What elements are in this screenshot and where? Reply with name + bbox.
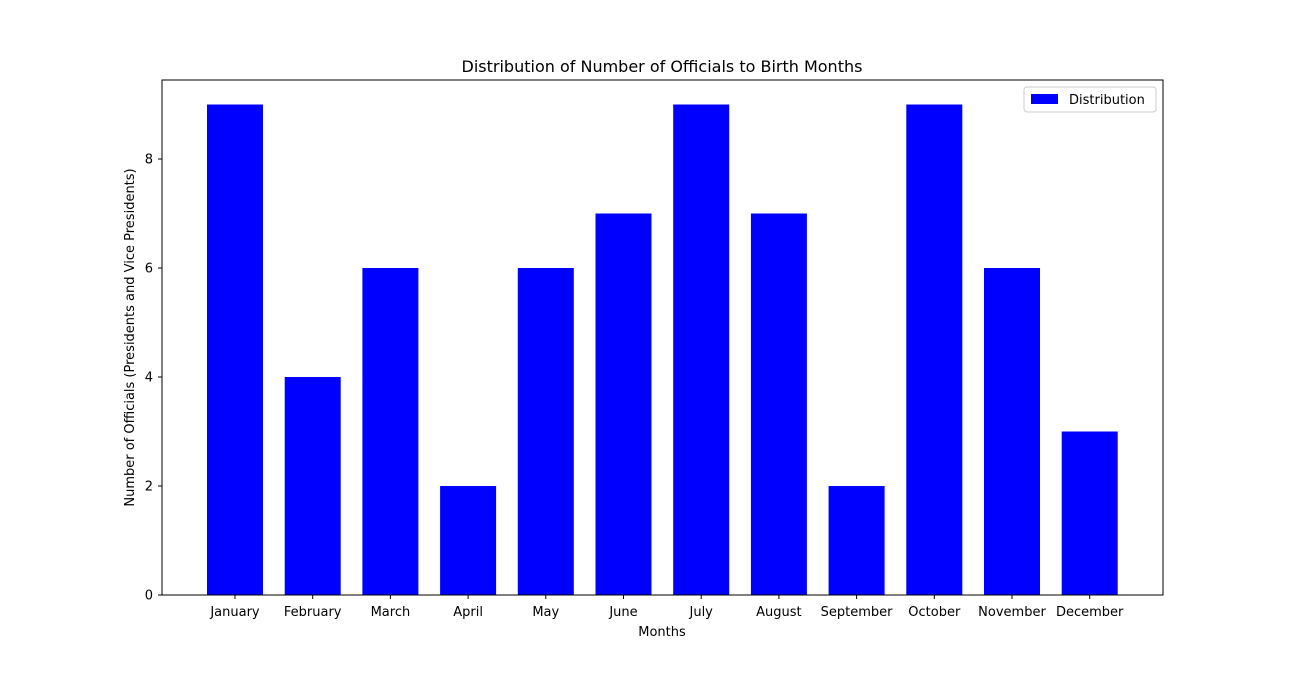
bar-february: [284, 377, 341, 595]
y-tick-label: 2: [145, 480, 153, 495]
x-tick-label: August: [756, 605, 802, 620]
bar-november: [984, 268, 1040, 595]
x-tick-label: January: [209, 605, 260, 620]
y-tick-label: 0: [145, 589, 153, 604]
bar-september: [828, 486, 885, 595]
x-tick-label: October: [908, 605, 961, 620]
y-tick-label: 6: [145, 262, 153, 277]
legend-label: Distribution: [1069, 93, 1145, 108]
bar-july: [673, 104, 730, 595]
x-axis-label: Months: [638, 625, 686, 640]
bar-march: [362, 268, 419, 595]
legend-box: [1023, 86, 1157, 113]
x-tick-label: May: [532, 605, 559, 620]
bar-april: [440, 486, 497, 595]
bars-layer: [207, 104, 1118, 595]
x-tick-label: July: [689, 605, 714, 620]
bar-december: [1061, 431, 1118, 595]
y-axis-ticks: 0 2 4 6 8: [145, 153, 162, 604]
bar-january: [207, 104, 263, 595]
y-axis-label: Number of Officials (Presidents and Vice…: [123, 168, 138, 506]
y-tick-label: 4: [145, 371, 153, 386]
legend: Distribution: [1023, 86, 1157, 113]
bar-october: [906, 104, 963, 595]
y-tick-label: 8: [145, 153, 153, 168]
x-tick-label: November: [978, 605, 1046, 620]
x-tick-label: April: [453, 605, 483, 620]
plot-area-frame: [161, 79, 1164, 596]
x-tick-label: February: [284, 605, 342, 620]
x-tick-label: June: [608, 605, 637, 620]
x-axis-ticks: January February March April May June July Augu…: [209, 595, 1124, 620]
bar-june: [595, 213, 652, 595]
bar-may: [517, 268, 574, 595]
chart-title: Distribution of Number of Officials to B…: [462, 57, 863, 76]
x-tick-label: March: [371, 605, 411, 620]
legend-swatch: [1031, 94, 1058, 104]
x-tick-label: September: [821, 605, 894, 620]
bar-august: [750, 213, 807, 595]
x-tick-label: December: [1056, 605, 1124, 620]
